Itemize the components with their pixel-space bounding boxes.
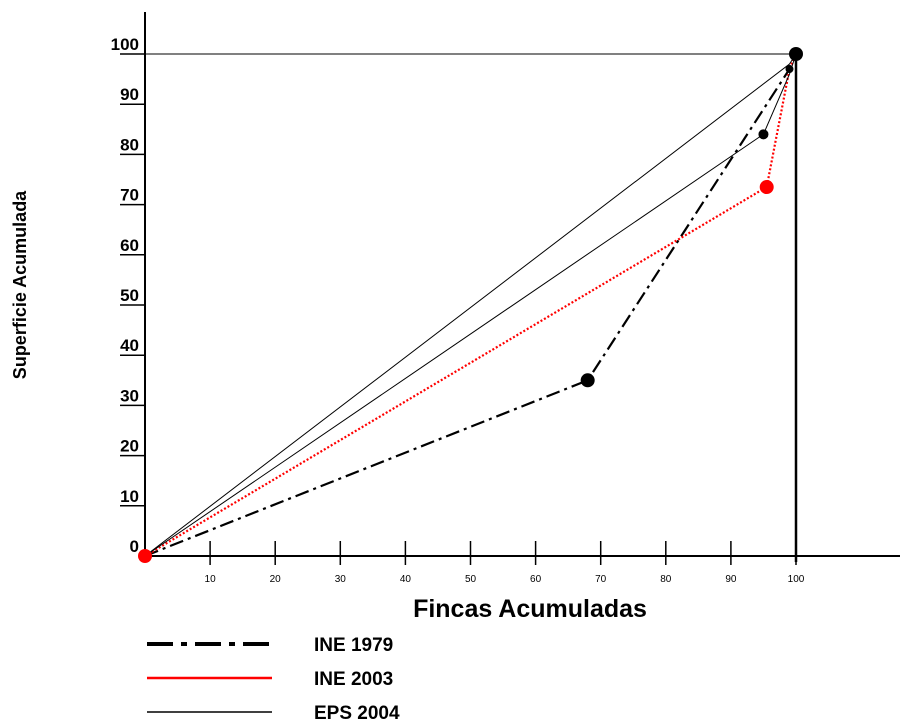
y-tick-label: 20 — [120, 437, 139, 456]
x-axis-label: Fincas Acumuladas — [413, 595, 647, 623]
x-tick-label: 40 — [400, 574, 412, 585]
x-tick-label: 10 — [205, 574, 217, 585]
legend: INE 1979 INE 2003 EPS 2004 — [147, 635, 400, 720]
y-tick-label: 0 — [130, 537, 139, 556]
legend-label: INE 1979 — [314, 635, 393, 656]
y-tick-label: 50 — [120, 286, 139, 305]
x-tick-label: 80 — [660, 574, 672, 585]
series-layer — [144, 53, 798, 558]
x-tick-label: 30 — [335, 574, 347, 585]
axes — [144, 12, 900, 562]
y-tick-label: 70 — [120, 186, 139, 205]
y-tick-label: 80 — [120, 135, 139, 154]
legend-label: INE 2003 — [314, 669, 393, 690]
y-tick-label: 40 — [120, 336, 139, 355]
y-tick-label: 90 — [120, 85, 139, 104]
series-line-2 — [144, 53, 797, 557]
x-tick-label: 20 — [270, 574, 282, 585]
data-point-marker — [759, 180, 774, 195]
x-tick-label: 100 — [788, 574, 805, 585]
y-tick-label: 30 — [120, 386, 139, 405]
series-line-0 — [144, 53, 798, 558]
data-point-marker — [785, 65, 794, 74]
legend-label: EPS 2004 — [314, 703, 400, 720]
ticks: 0 10 20 30 40 50 60 70 80 90 100 10 20 30 40 50 60 70 80 90… — [111, 35, 805, 585]
data-point-marker — [580, 373, 595, 388]
series-line-3 — [144, 53, 797, 557]
series-line-1 — [144, 53, 798, 557]
y-tick-label: 10 — [120, 487, 139, 506]
x-tick-label: 70 — [595, 574, 607, 585]
y-tick-label: 100 — [111, 35, 139, 54]
y-axis-label: Superficie Acumulada — [10, 190, 30, 379]
data-point-marker — [789, 47, 803, 61]
x-tick-label: 90 — [725, 574, 737, 585]
data-point-marker — [138, 549, 152, 563]
y-tick-label: 60 — [120, 236, 139, 255]
x-tick-label: 50 — [465, 574, 477, 585]
markers — [138, 47, 803, 563]
x-tick-label: 60 — [530, 574, 542, 585]
data-point-marker — [758, 129, 769, 140]
